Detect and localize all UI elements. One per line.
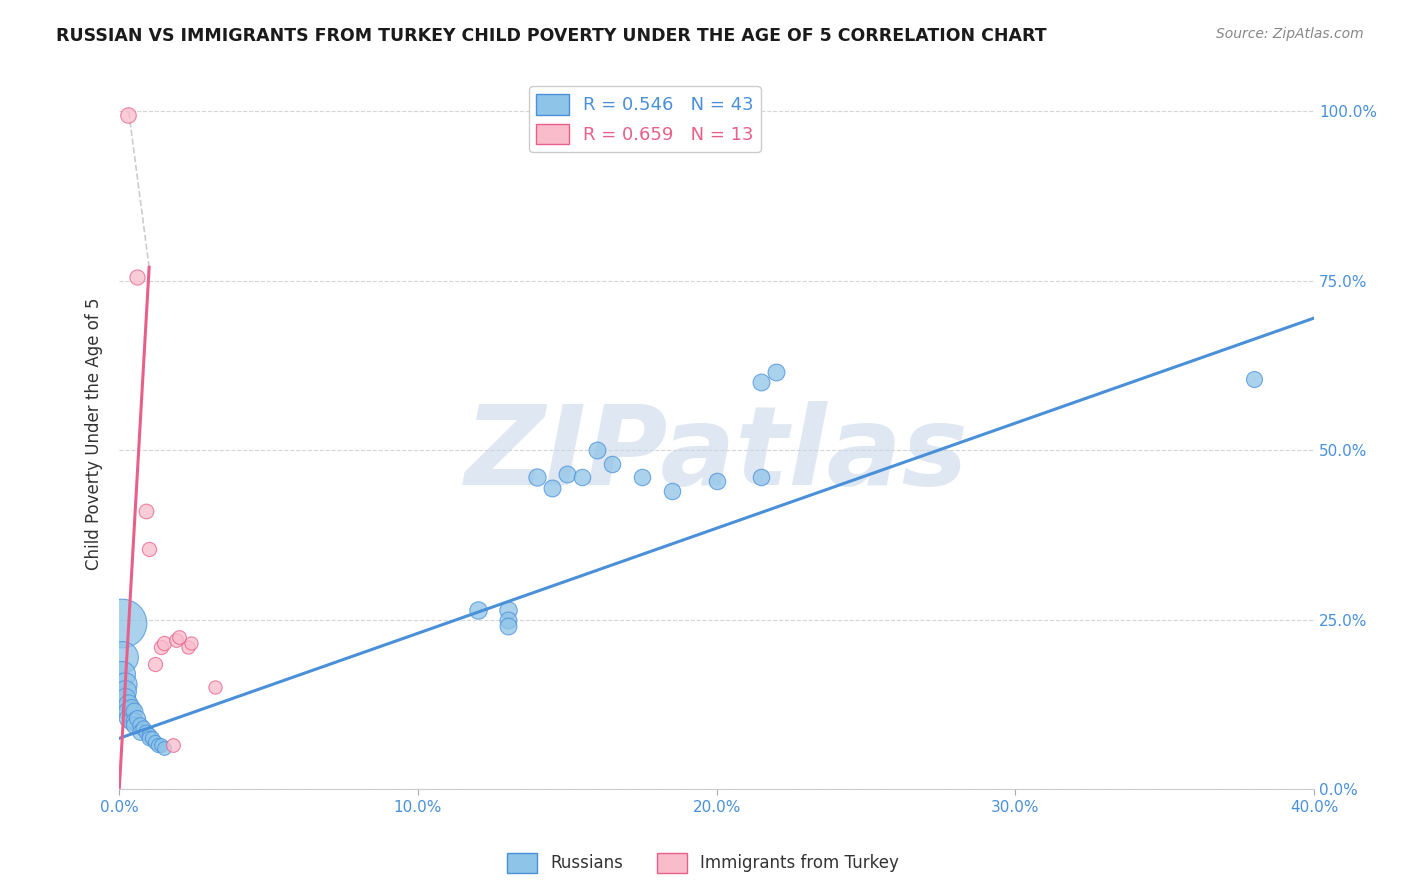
Point <box>120 701 142 715</box>
Point <box>143 734 166 748</box>
Point <box>122 718 145 732</box>
Point <box>127 711 149 725</box>
Text: RUSSIAN VS IMMIGRANTS FROM TURKEY CHILD POVERTY UNDER THE AGE OF 5 CORRELATION C: RUSSIAN VS IMMIGRANTS FROM TURKEY CHILD … <box>56 27 1047 45</box>
Point <box>141 731 163 746</box>
Point <box>541 481 564 495</box>
Point <box>120 714 142 729</box>
Point <box>167 630 190 644</box>
Point <box>138 731 160 746</box>
Point <box>117 108 139 122</box>
Point <box>162 738 184 752</box>
Point <box>135 724 157 739</box>
Point <box>496 619 519 633</box>
Point <box>111 616 134 631</box>
Point <box>557 467 579 481</box>
Point <box>135 504 157 518</box>
Point <box>153 636 176 650</box>
Point <box>180 636 202 650</box>
Point <box>496 613 519 627</box>
Point <box>1243 372 1265 386</box>
Point <box>526 470 548 484</box>
Point <box>600 457 623 471</box>
Point <box>138 541 160 556</box>
Point <box>661 483 683 498</box>
Point <box>150 738 173 752</box>
Point <box>631 470 654 484</box>
Point <box>114 677 136 691</box>
Point <box>132 721 155 735</box>
Point <box>177 640 200 654</box>
Point <box>204 681 226 695</box>
Legend: R = 0.546   N = 43, R = 0.659   N = 13: R = 0.546 N = 43, R = 0.659 N = 13 <box>529 87 761 152</box>
Point <box>165 633 187 648</box>
Text: ZIPatlas: ZIPatlas <box>465 401 969 508</box>
Legend: Russians, Immigrants from Turkey: Russians, Immigrants from Turkey <box>501 847 905 880</box>
Point <box>129 718 152 732</box>
Point <box>751 376 773 390</box>
Point <box>146 738 169 752</box>
Text: Source: ZipAtlas.com: Source: ZipAtlas.com <box>1216 27 1364 41</box>
Point <box>117 711 139 725</box>
Point <box>114 684 136 698</box>
Point <box>117 704 139 718</box>
Point <box>586 443 609 458</box>
Point <box>571 470 593 484</box>
Point <box>138 728 160 742</box>
Point <box>111 667 134 681</box>
Point <box>467 602 489 616</box>
Point <box>117 698 139 712</box>
Point <box>114 690 136 705</box>
Point <box>127 270 149 285</box>
Point <box>706 474 728 488</box>
Point <box>153 741 176 756</box>
Point <box>496 602 519 616</box>
Point <box>122 714 145 729</box>
Point <box>111 650 134 665</box>
Point <box>751 470 773 484</box>
Point <box>122 704 145 718</box>
Y-axis label: Child Poverty Under the Age of 5: Child Poverty Under the Age of 5 <box>86 297 103 569</box>
Point <box>765 365 787 379</box>
Point <box>143 657 166 671</box>
Point <box>129 724 152 739</box>
Point <box>150 640 173 654</box>
